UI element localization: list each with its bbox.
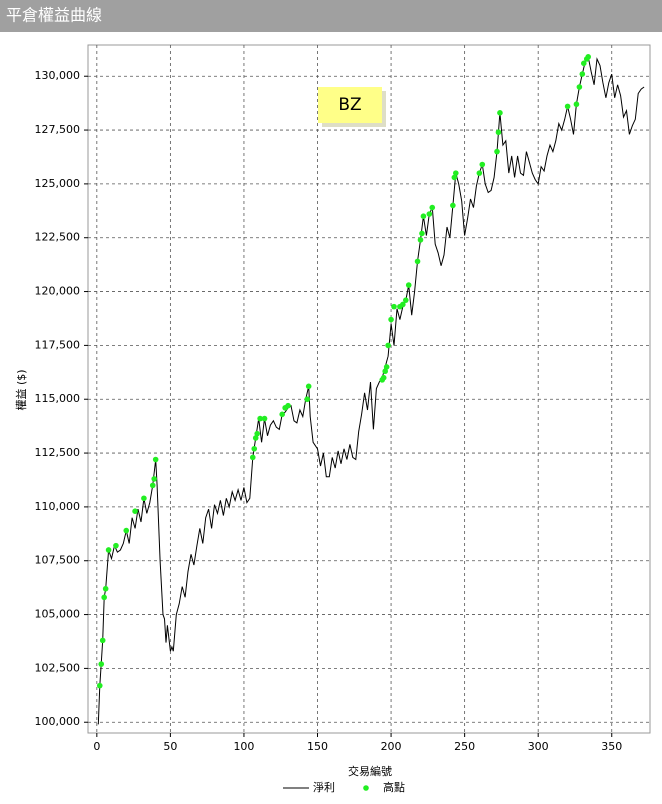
high-point	[132, 508, 138, 515]
high-point	[261, 415, 268, 422]
high-point	[252, 435, 259, 441]
y-tick-label: 130,000	[35, 69, 81, 82]
y-tick-label: 100,000	[35, 715, 81, 728]
high-point	[101, 594, 107, 601]
x-tick-label: 350	[601, 740, 622, 753]
y-tick-label: 125,000	[35, 177, 81, 190]
high-point	[152, 456, 159, 463]
high-point	[405, 282, 412, 288]
high-point	[419, 230, 425, 237]
x-tick-label: 150	[307, 740, 328, 753]
y-tick-label: 122,500	[35, 231, 81, 244]
high-point	[414, 258, 421, 265]
high-point	[495, 129, 502, 136]
y-tick-label: 110,000	[35, 500, 81, 513]
x-tick-label: 250	[454, 740, 475, 753]
x-axis-label: 交易編號	[348, 764, 392, 778]
high-point	[391, 303, 397, 310]
high-point	[96, 682, 103, 689]
high-point	[580, 60, 587, 67]
high-point	[151, 476, 158, 482]
high-point	[279, 411, 285, 418]
high-point	[141, 495, 147, 502]
x-tick-label: 0	[93, 740, 100, 753]
high-point	[388, 316, 394, 323]
legend-dot	[363, 785, 369, 791]
high-point	[257, 415, 263, 422]
high-point	[102, 585, 109, 592]
high-point	[453, 170, 459, 176]
legend-label: 淨利	[313, 781, 335, 794]
y-tick-label: 112,500	[35, 446, 81, 459]
annotation: BZ	[338, 95, 361, 115]
high-point	[98, 661, 105, 667]
high-point	[285, 402, 291, 409]
x-tick-label: 50	[163, 740, 177, 753]
chart-title: 平倉權益曲線	[6, 6, 102, 25]
high-point	[450, 202, 456, 209]
high-point	[113, 542, 119, 549]
title-bar	[0, 0, 662, 32]
high-point	[479, 161, 486, 168]
high-point	[383, 364, 390, 370]
high-point	[99, 637, 106, 644]
x-tick-label: 300	[528, 740, 549, 753]
legend-label: 高點	[383, 780, 405, 794]
y-tick-label: 105,000	[35, 608, 81, 621]
high-point	[149, 482, 156, 489]
high-point	[305, 383, 312, 390]
high-point	[497, 110, 503, 116]
high-point	[254, 430, 260, 437]
high-point	[564, 103, 571, 110]
high-point	[382, 368, 388, 375]
high-point	[426, 211, 433, 217]
high-point	[451, 174, 458, 181]
high-point	[429, 204, 436, 211]
annotation-box	[318, 87, 382, 123]
equity-line	[97, 55, 645, 725]
high-point	[420, 213, 427, 219]
high-point	[123, 527, 130, 534]
high-point	[402, 297, 409, 303]
high-point	[417, 237, 424, 243]
plot-area	[87, 44, 651, 734]
y-tick-label: 127,500	[35, 123, 81, 136]
x-tick-label: 100	[233, 740, 254, 753]
x-tick-label: 200	[381, 740, 402, 753]
high-point	[105, 547, 112, 553]
high-point	[380, 374, 387, 381]
high-point	[249, 454, 256, 461]
high-point	[385, 342, 391, 349]
y-tick-label: 102,500	[35, 661, 81, 674]
high-point	[400, 301, 406, 308]
high-point	[251, 445, 258, 452]
high-point	[304, 396, 311, 403]
high-point	[576, 84, 583, 90]
high-point	[579, 71, 586, 77]
y-tick-label: 120,000	[35, 285, 81, 298]
y-tick-label: 117,500	[35, 338, 81, 351]
high-point	[585, 54, 592, 60]
y-axis-label: 權益 ($)	[14, 369, 28, 410]
y-tick-label: 107,500	[35, 554, 81, 567]
y-tick-label: 115,000	[35, 392, 81, 405]
high-point	[573, 101, 580, 108]
high-point	[494, 148, 500, 155]
high-point	[476, 170, 483, 176]
